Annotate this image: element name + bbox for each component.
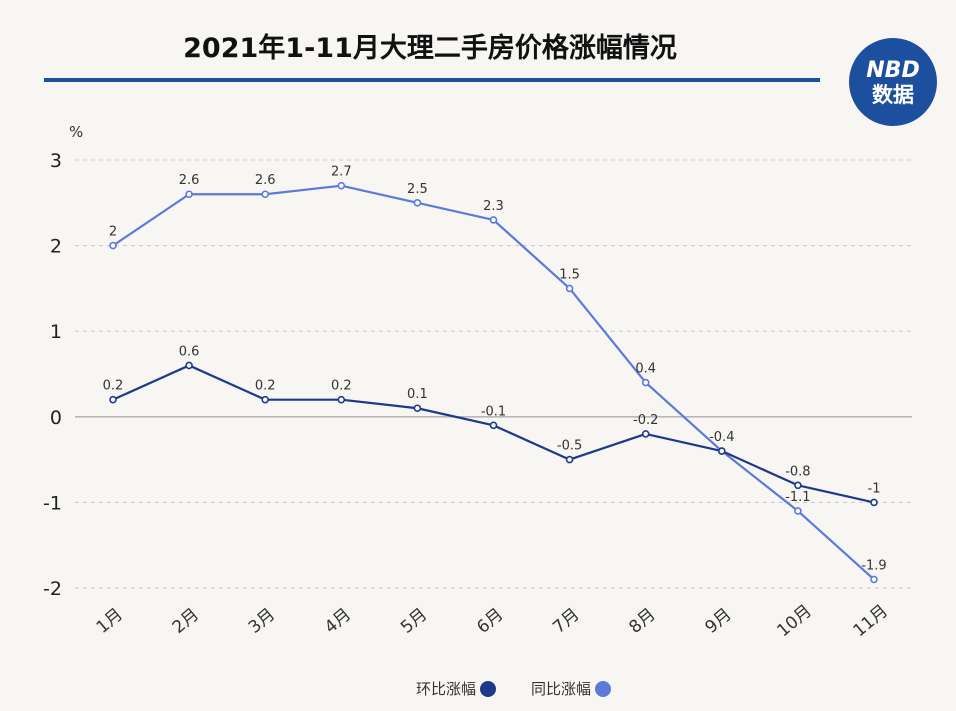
point-mom [261, 395, 270, 404]
y-axis-ticks: 3 2 1 0 -1 -2 [43, 150, 62, 600]
x-tick-label: 2月 [169, 605, 203, 638]
y-tick-label: -1 [43, 492, 62, 514]
data-label-mom: 0.6 [179, 344, 200, 359]
x-tick-label: 10月 [773, 601, 815, 641]
data-label-mom: 0.2 [103, 379, 124, 394]
data-label-mom: 0.2 [331, 379, 352, 394]
data-label-mom: -0.4 [709, 430, 734, 445]
data-label-yoy: -1.1 [785, 490, 810, 505]
point-mom [109, 395, 117, 404]
data-label-mom: -1 [868, 481, 881, 496]
data-label-mom: -0.5 [557, 439, 582, 454]
point-yoy [109, 241, 117, 250]
data-label-yoy: 1.5 [559, 267, 580, 282]
point-yoy [794, 507, 802, 515]
x-tick-label: 4月 [321, 605, 355, 638]
x-tick-label: 1月 [93, 605, 127, 638]
series-lines [112, 184, 875, 581]
data-label-yoy: 2 [109, 225, 117, 240]
legend-label-yoy: 同比涨幅 [531, 680, 591, 698]
data-label-mom: -0.2 [633, 413, 658, 428]
point-yoy [337, 181, 346, 190]
point-mom [489, 421, 498, 430]
x-tick-label: 9月 [701, 605, 735, 638]
data-label-yoy: 2.6 [179, 173, 200, 188]
grid-lines [75, 159, 912, 589]
y-tick-label: -2 [43, 578, 62, 600]
y-tick-label: 3 [50, 150, 62, 172]
title-underline [44, 78, 820, 82]
point-yoy [870, 575, 878, 584]
point-yoy [641, 378, 650, 387]
point-mom [413, 404, 422, 413]
data-label-yoy: -1.9 [861, 558, 886, 573]
data-label-mom: 0.2 [255, 379, 276, 394]
x-axis-ticks: 1月 2月 3月 4月 5月 6月 7月 8月 9月 10月 11月 [93, 601, 892, 641]
x-tick-label: 7月 [549, 605, 583, 638]
data-label-yoy: 0.4 [635, 362, 656, 377]
data-label-mom: -0.1 [481, 404, 506, 419]
data-label-yoy: 2.5 [407, 182, 428, 197]
y-tick-label: 2 [50, 236, 62, 258]
y-axis-unit: % [69, 123, 83, 141]
point-yoy [489, 216, 498, 224]
nbd-logo: NBD 数据 [849, 38, 937, 126]
legend-marker-mom [480, 681, 496, 697]
x-tick-label: 5月 [397, 605, 431, 638]
legend: 环比涨幅 同比涨幅 [416, 680, 611, 698]
point-mom [717, 447, 726, 455]
data-label-mom: -0.8 [785, 464, 810, 479]
chart-title: 2021年1-11月大理二手房价格涨幅情况 [183, 32, 677, 64]
point-yoy [413, 199, 422, 207]
point-mom [565, 455, 574, 464]
x-tick-label: 3月 [245, 605, 279, 638]
point-yoy [185, 190, 193, 199]
logo-text-top: NBD [866, 58, 919, 83]
data-label-yoy: 2.3 [483, 199, 504, 214]
logo-badge [849, 38, 937, 126]
x-tick-label: 6月 [473, 605, 507, 638]
legend-marker-yoy [595, 681, 611, 697]
data-points [109, 181, 878, 584]
x-tick-label: 11月 [850, 601, 892, 641]
data-label-yoy: 2.7 [331, 165, 352, 180]
data-label-mom: 0.1 [407, 387, 428, 402]
point-mom [337, 395, 346, 404]
logo-text-bottom: 数据 [872, 83, 914, 107]
point-yoy [261, 190, 270, 199]
data-label-yoy: 2.6 [255, 173, 276, 188]
point-mom [185, 361, 193, 370]
y-tick-label: 0 [50, 407, 62, 429]
y-tick-label: 1 [50, 321, 62, 343]
x-tick-label: 8月 [625, 605, 659, 638]
point-yoy [565, 284, 574, 293]
data-labels: 2 2.6 2.6 2.7 2.5 2.3 1.5 0.4 -1.1 -1.9 0.2 0.6 0.2 0… [103, 165, 887, 574]
point-mom [870, 498, 878, 507]
point-mom [794, 481, 802, 490]
legend-label-mom: 环比涨幅 [416, 680, 476, 698]
point-mom [641, 430, 650, 438]
